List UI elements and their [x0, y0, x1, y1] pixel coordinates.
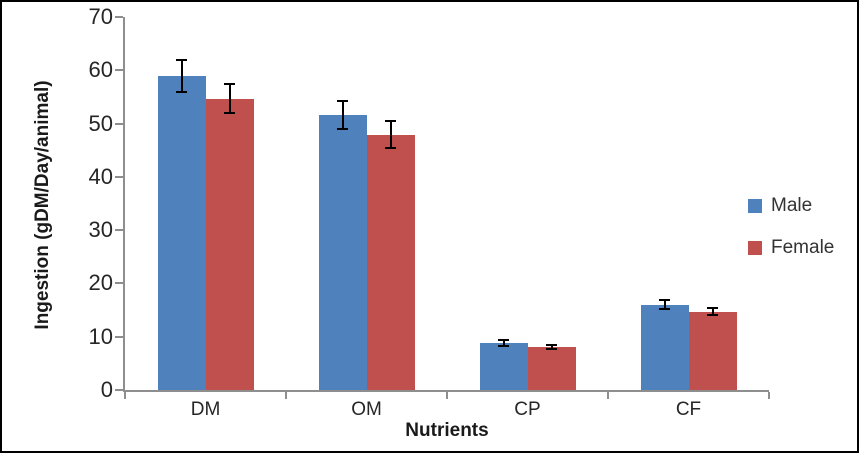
- error-bar-cap-bottom: [707, 313, 718, 316]
- error-bar-cap-bottom: [224, 112, 235, 115]
- x-axis-tick: [124, 392, 126, 399]
- error-bar-cap-bottom: [176, 90, 187, 93]
- x-axis-category-label: CP: [514, 399, 541, 420]
- y-axis-tick: [115, 69, 123, 72]
- error-bar-cap-top: [385, 120, 396, 123]
- y-axis-tick-label: 50: [88, 110, 113, 136]
- x-axis-tick: [285, 392, 287, 399]
- error-bar-cap-top: [659, 299, 670, 302]
- bar-female-dm: [205, 98, 254, 390]
- error-bar-line: [389, 121, 392, 149]
- y-axis-tick: [115, 175, 123, 178]
- x-axis-title: Nutrients: [405, 420, 489, 441]
- y-axis-tick: [115, 389, 123, 391]
- error-bar-line: [180, 59, 183, 92]
- x-axis-category-label: DM: [190, 399, 221, 420]
- bar-female-om: [366, 134, 415, 390]
- x-axis-tick: [446, 392, 448, 399]
- bar-male-dm: [157, 75, 206, 390]
- error-bar-line: [228, 83, 231, 114]
- bar-male-cf: [640, 304, 689, 390]
- error-bar-cap-bottom: [337, 128, 348, 131]
- y-axis-tick: [115, 122, 123, 125]
- error-bar-cap-top: [224, 82, 235, 85]
- error-bar-line: [502, 340, 505, 346]
- y-axis-tick: [115, 16, 123, 18]
- x-axis-tick: [768, 392, 770, 399]
- bar-male-om: [318, 115, 367, 390]
- y-axis-tick: [115, 282, 123, 285]
- bar-female-cf: [688, 311, 737, 390]
- x-axis-category-label: OM: [351, 399, 382, 420]
- error-bar-cap-top: [546, 343, 557, 346]
- y-axis-tick-label: 30: [88, 217, 113, 243]
- y-axis-line: [123, 17, 125, 392]
- error-bar-cap-top: [176, 58, 187, 61]
- error-bar-line: [550, 344, 553, 349]
- error-bar-cap-bottom: [659, 308, 670, 310]
- bar-male-cp: [479, 343, 528, 390]
- y-axis-tick-label: 10: [88, 323, 113, 349]
- y-axis-tick: [115, 335, 123, 338]
- error-bar-line: [711, 308, 714, 315]
- error-bar-cap-top: [498, 339, 509, 342]
- y-axis-tick-label: 0: [100, 377, 113, 402]
- x-axis-tick: [607, 392, 609, 399]
- y-axis-tick-label: 60: [88, 57, 113, 83]
- error-bar-line: [663, 300, 666, 309]
- error-bar-line: [341, 100, 344, 130]
- error-bar-cap-bottom: [385, 147, 396, 150]
- y-axis-tick-label: 70: [88, 4, 113, 29]
- bar-female-cp: [527, 346, 576, 390]
- y-axis-tick-label: 20: [88, 270, 113, 296]
- error-bar-cap-top: [337, 99, 348, 102]
- x-axis-category-label: CF: [675, 399, 702, 420]
- error-bar-cap-top: [707, 307, 718, 310]
- error-bar-cap-bottom: [546, 347, 557, 350]
- x-axis-line: [123, 390, 769, 392]
- y-axis-tick-label: 40: [88, 163, 113, 189]
- error-bar-cap-bottom: [498, 344, 509, 347]
- y-axis-tick: [115, 229, 123, 232]
